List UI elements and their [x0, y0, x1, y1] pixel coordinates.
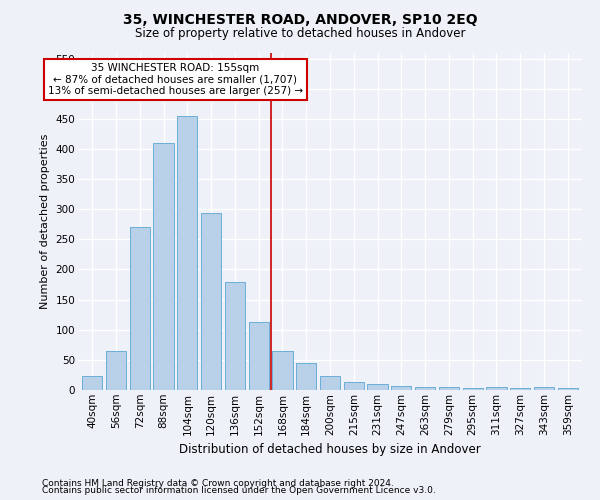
Bar — [557, 388, 578, 390]
Bar — [344, 382, 364, 390]
Bar — [106, 351, 126, 390]
Bar — [82, 376, 103, 390]
Text: Contains public sector information licensed under the Open Government Licence v3: Contains public sector information licen… — [42, 486, 436, 495]
Bar — [177, 116, 197, 390]
Bar — [272, 351, 293, 390]
Text: Contains HM Land Registry data © Crown copyright and database right 2024.: Contains HM Land Registry data © Crown c… — [42, 478, 394, 488]
Bar — [510, 388, 530, 390]
Bar — [130, 228, 150, 390]
Bar — [463, 388, 483, 390]
Bar — [534, 387, 554, 390]
Text: 35 WINCHESTER ROAD: 155sqm
← 87% of detached houses are smaller (1,707)
13% of s: 35 WINCHESTER ROAD: 155sqm ← 87% of deta… — [48, 62, 303, 96]
Text: 35, WINCHESTER ROAD, ANDOVER, SP10 2EQ: 35, WINCHESTER ROAD, ANDOVER, SP10 2EQ — [122, 12, 478, 26]
Bar — [487, 387, 506, 390]
Bar — [391, 386, 412, 390]
Bar — [248, 322, 269, 390]
Bar — [320, 376, 340, 390]
Bar — [439, 387, 459, 390]
Bar — [225, 282, 245, 390]
Bar — [296, 363, 316, 390]
X-axis label: Distribution of detached houses by size in Andover: Distribution of detached houses by size … — [179, 443, 481, 456]
Text: Size of property relative to detached houses in Andover: Size of property relative to detached ho… — [135, 28, 465, 40]
Bar — [154, 143, 173, 390]
Bar — [415, 387, 435, 390]
Bar — [201, 214, 221, 390]
Y-axis label: Number of detached properties: Number of detached properties — [40, 134, 50, 309]
Bar — [367, 384, 388, 390]
